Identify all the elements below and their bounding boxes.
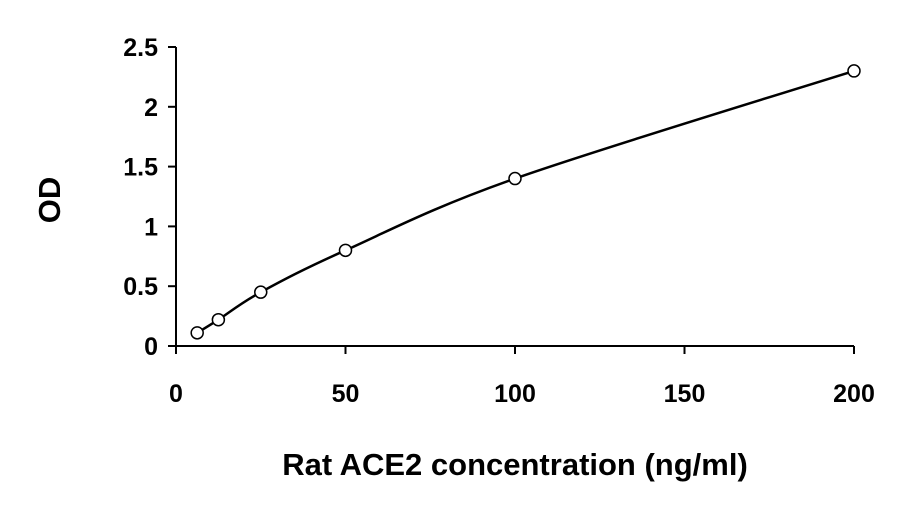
x-tick-label: 0 — [169, 380, 183, 408]
y-axis-ticks: 0 0.5 1 1.5 2 2.5 — [123, 34, 176, 361]
data-point-marker — [190, 326, 204, 340]
y-tick-label: 2.5 — [123, 34, 158, 62]
x-axis-ticks: 0 50 100 150 200 — [169, 346, 875, 408]
data-point-marker — [211, 312, 226, 327]
data-point-marker — [338, 243, 353, 258]
data-points — [190, 64, 861, 340]
x-tick-label: 50 — [332, 380, 360, 408]
y-tick-label: 1 — [144, 213, 158, 241]
y-tick-label: 0 — [144, 333, 158, 361]
y-axis-title: OD — [32, 177, 67, 224]
x-tick-label: 200 — [833, 380, 875, 408]
data-point-marker — [847, 64, 861, 78]
y-tick-label: 0.5 — [123, 273, 158, 301]
data-point-marker — [508, 171, 522, 186]
y-tick-label: 1.5 — [123, 154, 158, 182]
data-point-marker — [254, 285, 268, 299]
x-tick-label: 150 — [664, 380, 706, 408]
x-tick-label: 100 — [494, 380, 536, 408]
y-tick-label: 2 — [144, 94, 158, 122]
axes — [175, 47, 854, 347]
x-axis-title: Rat ACE2 concentration (ng/ml) — [282, 447, 748, 482]
fit-curve-line — [196, 69, 855, 334]
